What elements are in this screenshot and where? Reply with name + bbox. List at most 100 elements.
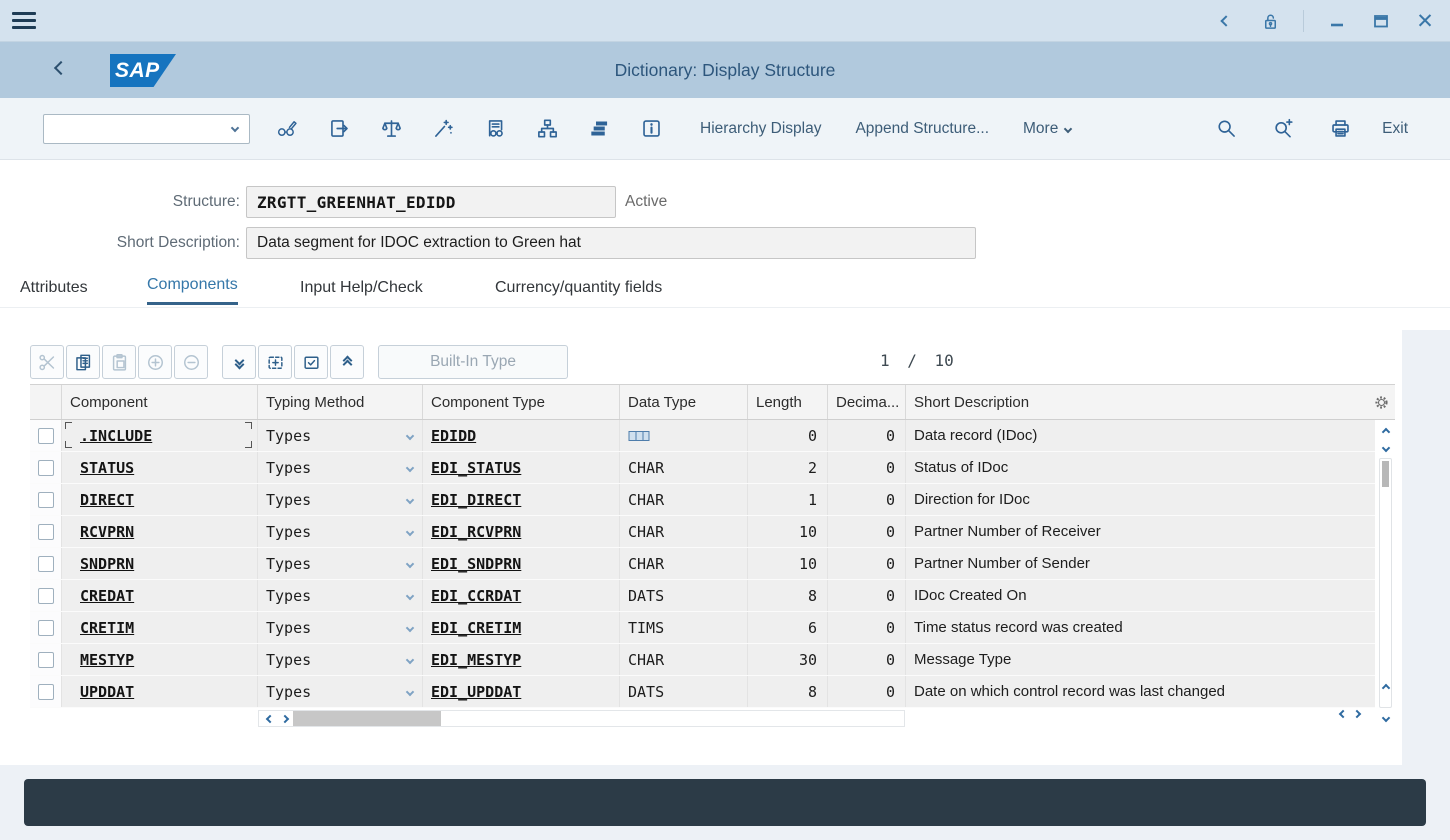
insert-line-button[interactable] bbox=[258, 345, 292, 379]
typing-method-dropdown[interactable]: Types bbox=[258, 420, 423, 451]
structure-field[interactable]: ZRGTT_GREENHAT_EDIDD bbox=[246, 186, 616, 218]
scales-check-button[interactable] bbox=[376, 114, 406, 144]
component-link[interactable]: MESTYP bbox=[80, 651, 134, 669]
component-link[interactable]: DIRECT bbox=[80, 491, 134, 509]
remove-row-button[interactable] bbox=[174, 345, 208, 379]
typing-method-dropdown[interactable]: Types bbox=[258, 580, 423, 611]
status-active-label: Active bbox=[625, 193, 667, 211]
typing-method-dropdown[interactable]: Types bbox=[258, 548, 423, 579]
short-description-field[interactable]: Data segment for IDOC extraction to Gree… bbox=[246, 227, 976, 259]
typing-method-dropdown[interactable]: Types bbox=[258, 516, 423, 547]
exit-button[interactable]: Exit bbox=[1382, 120, 1408, 138]
row-checkbox[interactable] bbox=[38, 620, 54, 636]
component-link[interactable]: SNDPRN bbox=[80, 555, 134, 573]
component-link[interactable]: STATUS bbox=[80, 459, 134, 477]
header-length: Length bbox=[748, 385, 828, 419]
scroll-down-icon[interactable] bbox=[1377, 440, 1395, 455]
row-checkbox[interactable] bbox=[38, 652, 54, 668]
component-type-link[interactable]: EDI_RCVPRN bbox=[431, 523, 521, 541]
built-in-type-button[interactable]: Built-In Type bbox=[378, 345, 568, 379]
chevron-down-icon bbox=[1064, 124, 1072, 132]
hierarchy-display-button[interactable]: Hierarchy Display bbox=[700, 120, 821, 138]
tab-currency-quantity-fields[interactable]: Currency/quantity fields bbox=[495, 268, 662, 305]
tab-attributes[interactable]: Attributes bbox=[20, 268, 88, 305]
move-to-bottom-button[interactable] bbox=[222, 345, 256, 379]
scroll-up-icon[interactable] bbox=[1377, 680, 1395, 695]
horizontal-scrollbar[interactable] bbox=[258, 710, 905, 727]
chevron-down-icon bbox=[406, 559, 414, 567]
component-link[interactable]: RCVPRN bbox=[80, 523, 134, 541]
move-to-top-button[interactable] bbox=[330, 345, 364, 379]
minimize-icon[interactable] bbox=[1326, 8, 1348, 34]
data-type-value: CHAR bbox=[628, 491, 664, 509]
row-checkbox[interactable] bbox=[38, 684, 54, 700]
component-type-link[interactable]: EDI_UPDDAT bbox=[431, 683, 521, 701]
search-plus-icon[interactable] bbox=[1268, 114, 1298, 144]
print-icon[interactable] bbox=[1325, 114, 1355, 144]
maximize-icon[interactable] bbox=[1370, 8, 1392, 34]
tab-input-help-check[interactable]: Input Help/Check bbox=[300, 268, 423, 305]
row-checkbox[interactable] bbox=[38, 460, 54, 476]
typing-method-dropdown[interactable]: Types bbox=[258, 484, 423, 515]
typing-method-dropdown[interactable]: Types bbox=[258, 676, 423, 707]
component-type-link[interactable]: EDI_CCRDAT bbox=[431, 587, 521, 605]
paste-button[interactable] bbox=[102, 345, 136, 379]
where-used-button[interactable] bbox=[480, 114, 510, 144]
component-link[interactable]: .INCLUDE bbox=[80, 427, 152, 445]
search-icon[interactable] bbox=[1211, 114, 1241, 144]
scroll-left-icon[interactable] bbox=[263, 713, 277, 725]
component-type-link[interactable]: EDI_DIRECT bbox=[431, 491, 521, 509]
component-type-link[interactable]: EDIDD bbox=[431, 427, 476, 445]
scroll-right-icon[interactable] bbox=[278, 713, 292, 725]
component-type-link[interactable]: EDI_MESTYP bbox=[431, 651, 521, 669]
close-icon[interactable]: ✕ bbox=[1414, 8, 1436, 34]
command-input[interactable] bbox=[44, 115, 224, 143]
row-checkbox[interactable] bbox=[38, 524, 54, 540]
typing-method-dropdown[interactable]: Types bbox=[258, 452, 423, 483]
header-component-type: Component Type bbox=[423, 385, 620, 419]
add-row-button[interactable] bbox=[138, 345, 172, 379]
more-menu-button[interactable]: More bbox=[1023, 120, 1071, 138]
copy-object-button[interactable] bbox=[324, 114, 354, 144]
app-header: SAP Dictionary: Display Structure bbox=[0, 42, 1450, 98]
vertical-scroll-thumb[interactable] bbox=[1382, 461, 1389, 487]
runtime-object-button[interactable] bbox=[584, 114, 614, 144]
row-checkbox[interactable] bbox=[38, 588, 54, 604]
information-button[interactable] bbox=[636, 114, 666, 144]
gear-icon[interactable] bbox=[1374, 395, 1389, 410]
component-type-link[interactable]: EDI_CRETIM bbox=[431, 619, 521, 637]
row-checkbox[interactable] bbox=[38, 556, 54, 572]
row-checkbox[interactable] bbox=[38, 492, 54, 508]
lock-icon[interactable] bbox=[1259, 8, 1281, 34]
scroll-right-icon[interactable] bbox=[1353, 710, 1361, 718]
typing-method-dropdown[interactable]: Types bbox=[258, 644, 423, 675]
row-checkbox[interactable] bbox=[38, 428, 54, 444]
component-link[interactable]: CRETIM bbox=[80, 619, 134, 637]
tab-components[interactable]: Components bbox=[147, 268, 238, 305]
data-type-value: DATS bbox=[628, 587, 664, 605]
nav-back-icon[interactable] bbox=[1215, 8, 1237, 34]
scroll-down-icon[interactable] bbox=[1377, 710, 1395, 725]
display-change-button[interactable] bbox=[272, 114, 302, 144]
delete-line-button[interactable] bbox=[294, 345, 328, 379]
component-link[interactable]: UPDDAT bbox=[80, 683, 134, 701]
page-title: Dictionary: Display Structure bbox=[0, 42, 1450, 98]
component-type-link[interactable]: EDI_SNDPRN bbox=[431, 555, 521, 573]
length-value: 10 bbox=[799, 523, 817, 541]
copy-button[interactable] bbox=[66, 345, 100, 379]
typing-method-dropdown[interactable]: Types bbox=[258, 612, 423, 643]
component-type-link[interactable]: EDI_STATUS bbox=[431, 459, 521, 477]
vertical-scroll-track[interactable] bbox=[1379, 458, 1392, 708]
component-link[interactable]: CREDAT bbox=[80, 587, 134, 605]
scroll-left-icon[interactable] bbox=[1339, 710, 1347, 718]
status-bar bbox=[24, 779, 1426, 826]
append-structure-button[interactable]: Append Structure... bbox=[855, 120, 989, 138]
chevron-down-icon[interactable] bbox=[231, 123, 239, 131]
cut-button[interactable] bbox=[30, 345, 64, 379]
activate-wand-button[interactable] bbox=[428, 114, 458, 144]
command-field[interactable] bbox=[43, 114, 250, 144]
horizontal-scroll-thumb[interactable] bbox=[293, 711, 441, 726]
hamburger-menu-icon[interactable] bbox=[12, 12, 36, 29]
hierarchy-button[interactable] bbox=[532, 114, 562, 144]
scroll-up-icon[interactable] bbox=[1377, 424, 1395, 439]
